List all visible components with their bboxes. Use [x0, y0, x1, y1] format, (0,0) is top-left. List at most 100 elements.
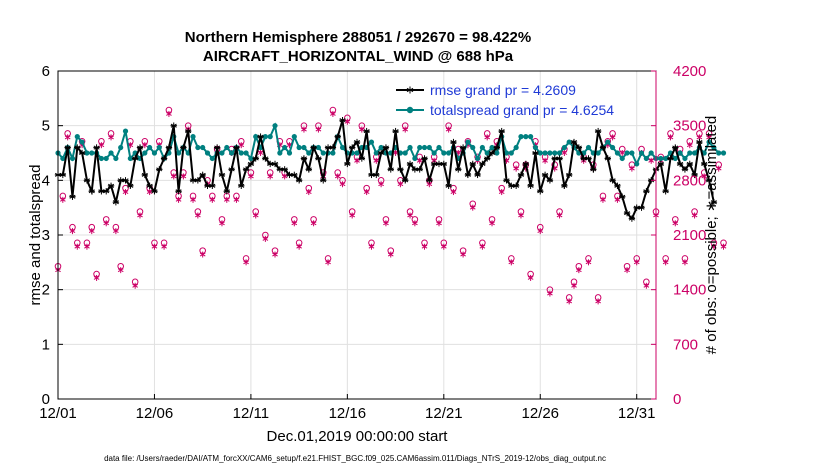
rmse-point [334, 133, 341, 140]
rmse-point [565, 171, 573, 179]
y-left-tick-label: 1 [42, 336, 50, 353]
rmse-point [83, 177, 91, 184]
rmse-point [368, 171, 375, 179]
totalspread-point [402, 150, 408, 156]
obs-assimilated-point-stroke [122, 190, 129, 194]
totalspread-point [190, 134, 196, 140]
obs-assimilated-point-stroke [108, 135, 114, 140]
totalspread-point [286, 150, 293, 156]
obs-assimilated-point-stroke [629, 166, 635, 171]
rmse-point [532, 149, 539, 157]
obs-assimilated-point [566, 298, 573, 305]
y-left-tick-label: 4 [42, 172, 50, 189]
obs-assimilated-point-stroke [624, 268, 630, 273]
x-tick-label: 12/06 [136, 405, 174, 422]
rmse-point [136, 144, 144, 151]
y-right-tick-label: 0 [673, 391, 681, 408]
rmse-point [353, 138, 361, 146]
y-left-tick-label: 5 [42, 118, 50, 135]
obs-assimilated-point-stroke [575, 268, 582, 273]
totalspread-point [706, 139, 712, 145]
totalspread-point [489, 144, 495, 151]
rmse-point [271, 160, 279, 168]
obs-assimilated-point-stroke [330, 112, 336, 116]
rmse-point [170, 122, 177, 129]
obs-assimilated-point [643, 282, 650, 289]
rmse-point [705, 177, 713, 184]
totalspread-point [431, 150, 437, 156]
rmse-point [614, 182, 621, 189]
rmse-point [628, 215, 636, 222]
obs-assimilated-point [334, 173, 341, 180]
obs-assimilated-point [378, 181, 384, 188]
rmse-point [69, 193, 76, 200]
obs-assimilated-point [281, 173, 288, 180]
totalspread-point [542, 150, 548, 156]
rmse-point [358, 155, 366, 162]
obs-assimilated-point [339, 181, 346, 188]
totalspread-point [446, 150, 452, 156]
totalspread-point [156, 144, 162, 151]
rmse-point [194, 177, 202, 184]
rmse-point [493, 144, 501, 151]
totalspread-point [373, 150, 379, 156]
rmse-point [561, 182, 568, 189]
rmse-point [416, 166, 423, 173]
rmse-point [575, 144, 583, 151]
obs-assimilated-point-stroke [537, 229, 544, 234]
totalspread-point [663, 155, 669, 162]
obs-assimilated-point [383, 220, 389, 227]
rmse-point [594, 127, 602, 135]
obs-assimilated-point [402, 126, 409, 133]
obs-assimilated-point [547, 290, 553, 297]
rmse-point [131, 155, 139, 162]
obs-assimilated-point [272, 251, 278, 258]
obs-assimilated-point-stroke [238, 143, 245, 148]
obs-assimilated-point [571, 282, 577, 289]
obs-assimilated-point [662, 259, 669, 266]
totalspread-point [262, 134, 268, 140]
rmse-point [276, 166, 284, 173]
obs-assimilated-point-stroke [701, 174, 708, 179]
obs-assimilated-point-stroke [643, 283, 650, 288]
obs-assimilated-point-stroke [585, 260, 592, 265]
rmse-point [233, 144, 240, 151]
totalspread-point [253, 134, 259, 140]
totalspread-point [614, 150, 621, 156]
obs-assimilated-point [542, 157, 548, 164]
totalspread-point [677, 150, 683, 156]
rmse-point [604, 155, 611, 162]
obs-assimilated-point [137, 212, 143, 219]
obs-assimilated-point [600, 196, 606, 203]
obs-assimilated-point [629, 165, 635, 172]
rmse-point [662, 188, 669, 195]
obs-assimilated-point-stroke [252, 213, 259, 218]
rmse-point [160, 155, 168, 162]
y-left-tick-label: 0 [42, 391, 50, 408]
rmse-point [59, 171, 67, 179]
totalspread-point [243, 150, 249, 156]
rmse-point [339, 117, 346, 124]
totalspread-point [151, 150, 158, 156]
obs-assimilated-point-stroke [334, 174, 341, 179]
obs-assimilated-point-stroke [363, 190, 370, 194]
rmse-point [537, 188, 544, 195]
obs-assimilated-point [74, 243, 81, 250]
obs-assimilated-point [440, 243, 447, 250]
totalspread-point [320, 150, 326, 156]
obs-assimilated-point [248, 173, 254, 180]
totalspread-point [658, 155, 664, 162]
obs-assimilated-point-stroke [412, 221, 418, 226]
obs-assimilated-point-stroke [397, 182, 404, 187]
obs-assimilated-point [325, 259, 331, 266]
totalspread-point [629, 150, 635, 156]
obs-assimilated-point-stroke [248, 174, 254, 179]
rmse-point [686, 160, 693, 168]
obs-assimilated-point-stroke [325, 260, 331, 265]
rmse-point [252, 155, 259, 162]
obs-assimilated-point-stroke [199, 252, 206, 257]
obs-assimilated-point [267, 173, 274, 180]
rmse-point [151, 188, 158, 195]
totalspread-point [537, 150, 543, 156]
y-right-tick-label: 2800 [673, 172, 706, 189]
